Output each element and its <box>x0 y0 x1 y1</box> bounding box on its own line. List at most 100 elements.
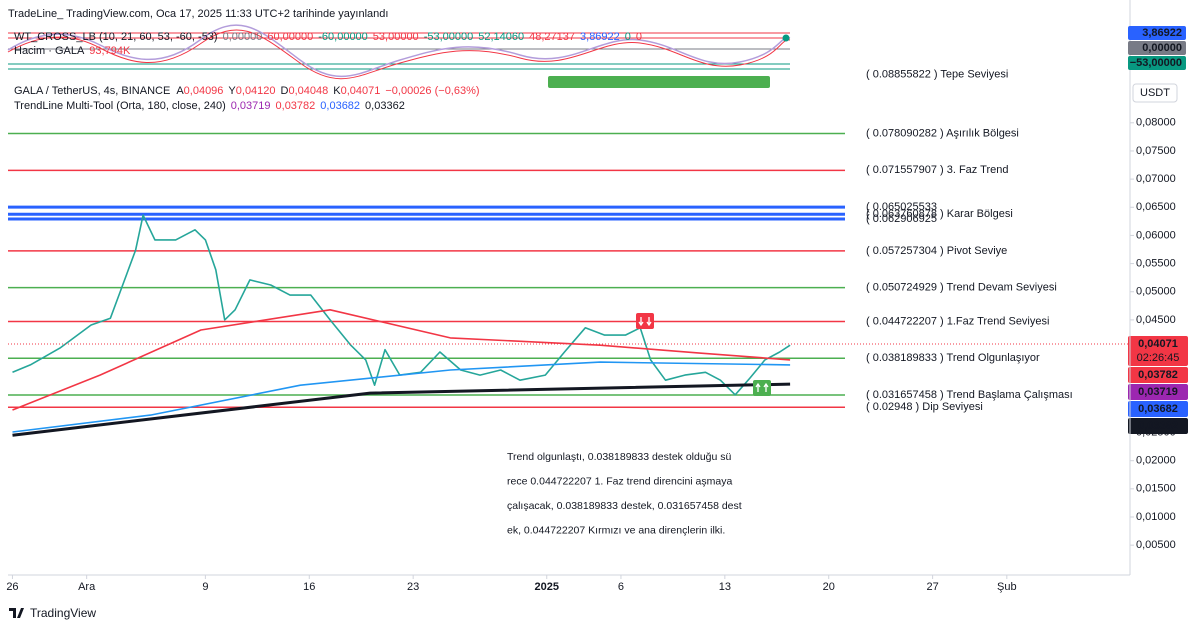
legend-item: 0,04120 <box>236 85 276 97</box>
indicator-badge <box>1128 41 1186 55</box>
legend-item: K <box>333 85 341 97</box>
buy-signal-icon <box>753 380 771 396</box>
volume-legend: Hacim · GALA 93,794K <box>14 45 131 57</box>
x-tick-label: 26 <box>6 581 18 593</box>
annotation-line: çalışacak, 0.038189833 destek, 0.0316574… <box>507 500 742 512</box>
x-tick-label: Ara <box>78 581 96 593</box>
indicator-badge <box>1128 56 1186 70</box>
price-badge-label: 0,03782 <box>1138 369 1178 381</box>
indicator-wave <box>7 24 791 78</box>
level-label: ( 0.057257304 ) Pivot Seviye <box>866 245 1007 257</box>
level-label: ( 0.044722207 ) 1.Faz Trend Seviyesi <box>866 315 1049 327</box>
level-label: ( 0.065025533 <box>866 201 937 213</box>
overlay: TradeLine_ TradingView.com, Oca 17, 2025… <box>8 0 1186 620</box>
x-tick-label: 2025 <box>534 581 558 593</box>
price-badge-label: 0,03682 <box>1138 403 1178 415</box>
annotation-line: rece 0.044722207 1. Faz trend direncini … <box>507 475 732 487</box>
indicator-banner <box>548 76 770 88</box>
price-badge <box>1128 367 1188 384</box>
indicator-badge-label: 3,86922 <box>1142 27 1182 39</box>
level-label: ( 0.038189833 ) Trend Olgunlaşıyor <box>866 352 1040 364</box>
indicator-badge-label: −53,00000 <box>1130 57 1182 69</box>
legend-item: −0,00026 (−0,63%) <box>385 85 479 97</box>
x-tick-label: 20 <box>823 581 835 593</box>
legend-item: 0,04071 <box>341 85 381 97</box>
legend-item: 0,03719 <box>231 100 271 112</box>
indicator-wave <box>7 29 791 80</box>
price-badge-countdown: 02:26:45 <box>1137 352 1180 364</box>
y-tick-label: 0,08000 <box>1136 117 1176 129</box>
price-badge-label: 0,03362 <box>1138 420 1178 432</box>
currency[interactable]: USDT <box>1140 87 1170 99</box>
series-line <box>12 361 791 433</box>
legend-item: 52,14060 <box>478 31 524 43</box>
price-badge <box>1128 336 1188 367</box>
indicator-badge <box>1128 26 1186 40</box>
annotation-line: Trend olgunlaştı, 0.038189833 destek old… <box>507 451 732 463</box>
tool-legend: TrendLine Multi-Tool (Orta, 180, close, … <box>14 100 405 112</box>
sell-signal-icon <box>636 313 654 329</box>
y-tick-label: 0,02000 <box>1136 455 1176 467</box>
price-badge-label: 0,03719 <box>1138 386 1178 398</box>
legend-item: 0,03362 <box>365 100 405 112</box>
legend-item: Hacim · GALA <box>14 45 85 57</box>
x-tick-label: Şub <box>997 581 1017 593</box>
x-tick-label: 16 <box>303 581 315 593</box>
y-tick-label: 0,01000 <box>1136 511 1176 523</box>
legend-item: 0,04048 <box>288 85 328 97</box>
y-tick-label: 0,05500 <box>1136 257 1176 269</box>
indicator-legend: WT_CROSS_LB (10, 21, 60, 53, -60, -53) 0,… <box>14 31 642 43</box>
y-tick-label: 0,07500 <box>1136 145 1176 157</box>
footer-brand: TradingView <box>30 606 96 620</box>
price-badge <box>1128 418 1188 435</box>
legend-item: WT_CROSS_LB (10, 21, 60, 53, -60, -53) <box>14 31 218 43</box>
series-line <box>12 309 791 411</box>
legend-item: 0,03682 <box>320 100 360 112</box>
legend-item: 0 <box>636 31 642 43</box>
y-tick-label: 0,07000 <box>1136 173 1176 185</box>
legend-item: 93,794K <box>89 45 131 57</box>
x-tick-label: 13 <box>719 581 731 593</box>
level-label: ( 0.063760878 ) Karar Bölgesi <box>866 208 1013 220</box>
legend-item: 60,00000 <box>267 31 313 43</box>
price-pane: 0,08000 0,07500 0,07000 0,06500 0,06000 0,055… <box>6 69 1188 593</box>
sell-signal-arrows <box>638 317 652 327</box>
level-label: ( 0.08855822 ) Tepe Seviyesi <box>866 69 1008 81</box>
legend-item: 0,04096 <box>184 85 224 97</box>
price-badge <box>1128 401 1188 418</box>
legend-item: A <box>176 85 184 97</box>
y-tick-label: 0,01500 <box>1136 483 1176 495</box>
tradingview-logo <box>9 608 24 618</box>
indicator-pane <box>7 24 792 88</box>
level-label: ( 0.071557907 ) 3. Faz Trend <box>866 164 1008 176</box>
price-badge-label: 0,04071 <box>1138 338 1178 350</box>
legend-item: -60,00000 <box>318 31 368 43</box>
y-tick-label: 0,05000 <box>1136 286 1176 298</box>
series-line <box>12 214 791 396</box>
level-label: ( 0.078090282 ) Aşırılık Bölgesi <box>866 127 1019 139</box>
legend-item: 0,03782 <box>276 100 316 112</box>
x-tick-label: 9 <box>202 581 208 593</box>
indicator-dot <box>782 34 790 42</box>
y-tick-label: 0,00500 <box>1136 539 1176 551</box>
symbol-legend: GALA / TetherUS, 4s, BINANCE A0,04096 Y0,0… <box>14 85 480 97</box>
annotation-line: ek, 0.044722207 Kırmızı ve ana dirençler… <box>507 524 725 536</box>
legend-item: D <box>281 85 289 97</box>
legend-item: 3,86922 <box>580 31 620 43</box>
y-tick-label: 0,04500 <box>1136 314 1176 326</box>
x-tick-label: 23 <box>407 581 419 593</box>
currency-box[interactable] <box>1132 83 1178 103</box>
level-label: ( 0.050724929 ) Trend Devam Seviyesi <box>866 282 1057 294</box>
x-tick-label: 6 <box>618 581 624 593</box>
legend-item: Y <box>228 85 236 97</box>
legend-item: GALA / TetherUS, 4s, BINANCE <box>14 85 170 97</box>
legend-item: -53,00000 <box>424 31 474 43</box>
legend-item: 0 <box>625 31 631 43</box>
buy-signal-arrows <box>755 382 769 392</box>
indicator-bg <box>8 28 792 78</box>
y-tick-label: 0,06000 <box>1136 229 1176 241</box>
legend-item: 0,00000 <box>223 31 263 43</box>
legend-item: 48,27137 <box>529 31 575 43</box>
